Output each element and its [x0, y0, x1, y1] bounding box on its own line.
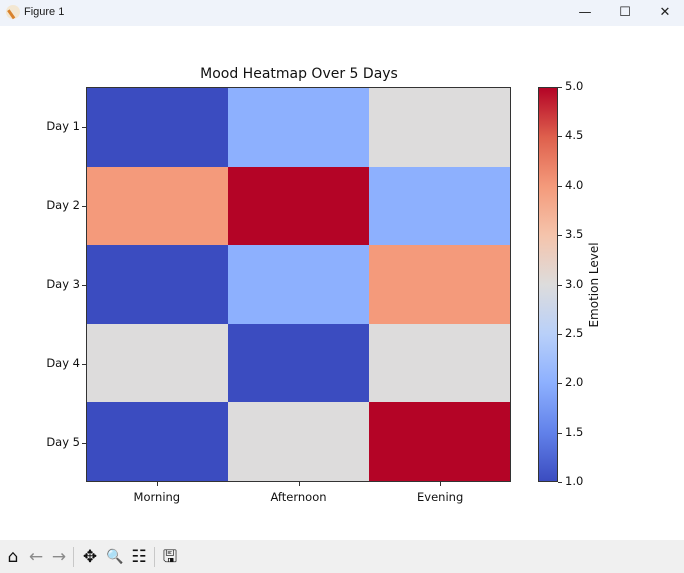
home-icon[interactable]: ⌂ [7, 547, 19, 567]
heatmap-cell [87, 88, 228, 167]
y-tick-label: Day 1 [46, 118, 80, 133]
configure-subplots-icon[interactable]: ☷ [131, 547, 147, 567]
colorbar-tick-label: 2.5 [565, 325, 584, 340]
colorbar-tick-label: 3.0 [565, 276, 584, 291]
y-tick-label: Day 2 [46, 197, 80, 212]
back-icon[interactable]: ← [28, 547, 44, 567]
heatmap-cell [228, 166, 369, 246]
heatmap-cell [369, 88, 510, 167]
forward-icon[interactable]: → [51, 547, 67, 567]
y-tick-label: Day 4 [46, 355, 80, 370]
colorbar-tick-label: 4.5 [565, 128, 584, 143]
save-icon[interactable]: 🖫 [162, 547, 178, 567]
navigation-toolbar: ⌂ ← → ✥ 🔍 ☷ 🖫 [0, 540, 684, 573]
x-tick-mark [440, 482, 442, 486]
y-tick-label: Day 3 [46, 276, 80, 291]
y-tick-mark [82, 284, 86, 286]
colorbar-tick-mark [558, 482, 562, 483]
heatmap-cell [369, 245, 510, 324]
heatmap-cell [87, 245, 228, 324]
colorbar-tick-label: 4.0 [565, 177, 584, 192]
app-icon [6, 5, 20, 19]
colorbar-tick-label: 3.5 [565, 227, 584, 242]
window-title: Figure 1 [24, 6, 65, 18]
close-button[interactable]: ✕ [659, 5, 671, 20]
colorbar [538, 87, 558, 482]
heatmap-cell [369, 166, 510, 246]
colorbar-tick-label: 1.5 [565, 424, 584, 439]
heatmap-cell [228, 402, 369, 481]
colorbar-label: Emotion Level [587, 242, 601, 328]
heatmap-cell [228, 88, 369, 167]
x-tick-mark [298, 482, 300, 486]
y-tick-label: Day 5 [46, 434, 80, 449]
y-tick-mark [82, 442, 86, 444]
y-tick-mark [82, 363, 86, 365]
heatmap-cell [228, 245, 369, 324]
heatmap-cell [369, 323, 510, 403]
colorbar-tick-mark [558, 235, 562, 237]
maximize-button[interactable]: ☐ [619, 5, 631, 20]
heatmap-cell [87, 166, 228, 246]
x-tick-label: Morning [133, 490, 181, 504]
colorbar-tick-mark [558, 284, 562, 286]
colorbar-tick-mark [558, 87, 562, 88]
colorbar-tick-label: 1.0 [565, 474, 584, 488]
colorbar-tick-mark [558, 432, 562, 434]
chart-title: Mood Heatmap Over 5 Days [200, 66, 398, 82]
heatmap-plot [86, 87, 511, 482]
x-tick-mark [156, 482, 158, 486]
colorbar-tick-mark [558, 333, 562, 335]
colorbar-tick-mark [558, 383, 562, 385]
colorbar-tick-mark [558, 185, 562, 187]
y-tick-mark [82, 205, 86, 207]
colorbar-tick-mark [558, 136, 562, 138]
minimize-button[interactable]: — [578, 5, 592, 20]
pan-icon[interactable]: ✥ [82, 547, 98, 567]
colorbar-tick-label: 2.0 [565, 375, 584, 390]
zoom-icon[interactable]: 🔍 [106, 549, 124, 565]
heatmap-cell [87, 323, 228, 403]
toolbar-separator [154, 547, 155, 567]
window-titlebar: Figure 1 — ☐ ✕ [0, 0, 684, 26]
colorbar-tick-label: 5.0 [565, 79, 584, 93]
y-tick-mark [82, 126, 86, 128]
toolbar-separator [73, 547, 74, 567]
x-tick-label: Afternoon [270, 490, 327, 504]
heatmap-cell [369, 402, 510, 481]
heatmap-cell [228, 323, 369, 403]
x-tick-label: Evening [417, 490, 464, 504]
heatmap-cell [87, 402, 228, 481]
